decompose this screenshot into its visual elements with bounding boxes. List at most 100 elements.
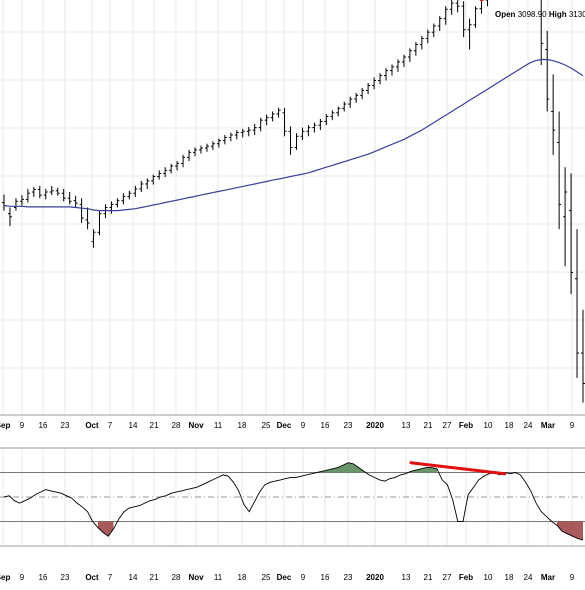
open-value: 3098.90 [517,10,547,19]
ohlc-bar [2,194,6,211]
osc-x-tick-label: Sep [0,573,10,582]
osc-x-tick-label: 11 [214,573,223,582]
ohlc-bar [163,167,168,178]
ohlc-bar [545,30,550,112]
oscillator-line [3,462,584,541]
ohlc-bar [372,77,377,90]
ohlc-bar [151,174,156,185]
ohlc-bar [443,6,448,25]
ohlc-bar [581,309,585,403]
price-x-tick-label: Oct [85,421,99,430]
osc-x-tick-label: Feb [459,573,473,582]
osc-x-tick-label: Oct [85,573,99,582]
moving-average-line [3,58,584,212]
osc-x-tick-label: 18 [505,573,514,582]
ohlc-bar [360,87,365,100]
ohlc-bar [115,198,120,208]
ohlc-bar [127,190,132,200]
osc-x-tick-label: 23 [61,573,70,582]
ohlc-bar [55,187,60,196]
ohlc-bar [181,154,186,168]
osc-x-tick-label: 9 [20,573,25,582]
osc-x-tick-label: 2020 [366,573,384,582]
osc-x-tick-label: 10 [484,573,493,582]
ohlc-bar [324,113,329,126]
price-x-tick-label: 16 [321,421,330,430]
ohlc-bar [413,42,418,56]
price-x-tick-label: Mar [541,421,555,430]
ohlc-bar [455,0,460,13]
osc-x-tick-label: 9 [570,573,575,582]
osc-x-tick-label: 18 [238,573,247,582]
osc-x-tick-label: 13 [402,573,411,582]
ohlc-bar [121,193,126,205]
ohlc-bar [145,178,150,189]
ohlc-bar [461,1,466,38]
ohlc-bar [395,59,400,72]
osc-oversold-fill [97,521,114,537]
ohlc-bar [575,229,580,378]
osc-x-tick-label: 9 [301,573,306,582]
ohlc-bar [240,128,245,138]
ohlc-bar [366,83,371,95]
price-x-tick-label: 9 [301,421,306,430]
ohlc-bar [540,0,544,66]
ohlc-bar [336,106,341,117]
oscillator-trendline [409,461,507,476]
ohlc-bar [222,135,227,145]
ohlc-bar [97,210,102,236]
price-x-tick-label: 25 [262,421,271,430]
ohlc-bar [378,73,383,85]
ohlc-bar [234,130,239,140]
ohlc-bar [198,145,203,154]
ohlc-bar [330,110,335,121]
price-x-tick-label: 2020 [366,421,384,430]
ohlc-bar [485,0,488,7]
ohlc-bar [139,180,144,193]
price-x-tick-label: 28 [172,421,181,430]
ohlc-bar [79,198,84,223]
ohlc-bar [73,195,78,208]
ohlc-bar [354,92,359,103]
price-x-tick-label: 21 [150,421,159,430]
osc-x-tick-label: 24 [524,573,533,582]
ohlc-bar [13,198,18,211]
price-x-tick-label: 27 [443,421,452,430]
ohlc-bar [210,141,215,150]
osc-x-tick-label: 27 [443,573,452,582]
ohlc-bar [551,74,556,155]
osc-x-tick-label: 16 [39,573,48,582]
ohlc-bar [318,118,323,131]
price-x-tick-label: 24 [524,421,533,430]
open-label: Open [495,10,516,19]
price-x-tick-label: 14 [129,421,138,430]
ohlc-bar [216,138,221,148]
ohlc-bar [419,35,424,50]
ohlc-bar [157,170,162,180]
ohlc-bar [270,111,275,122]
ohlc-bar [43,188,48,200]
ohlc-bar [425,29,430,44]
ohlc-bar [31,187,36,197]
osc-x-tick-label: 28 [172,573,181,582]
price-x-tick-label: 13 [402,421,411,430]
osc-x-tick-label: 25 [262,573,271,582]
price-x-tick-label: 9 [20,421,25,430]
price-x-tick-label: 18 [238,421,247,430]
ohlc-bar [204,143,209,152]
osc-overbought-fill [322,462,364,473]
price-x-tick-label: Sep [0,421,10,430]
grid-layer [0,0,585,547]
osc-x-tick-label: 23 [344,573,353,582]
ohlc-bar [103,204,108,219]
ohlc-bar [449,0,454,15]
ohlc-bar [19,195,24,206]
high-label: High [548,10,567,19]
ohlc-bar [300,127,305,140]
ohlc-bar [479,0,484,14]
ohlc-bar [133,185,138,197]
ohlc-bar [49,185,54,196]
ohlc-bar [306,125,311,137]
